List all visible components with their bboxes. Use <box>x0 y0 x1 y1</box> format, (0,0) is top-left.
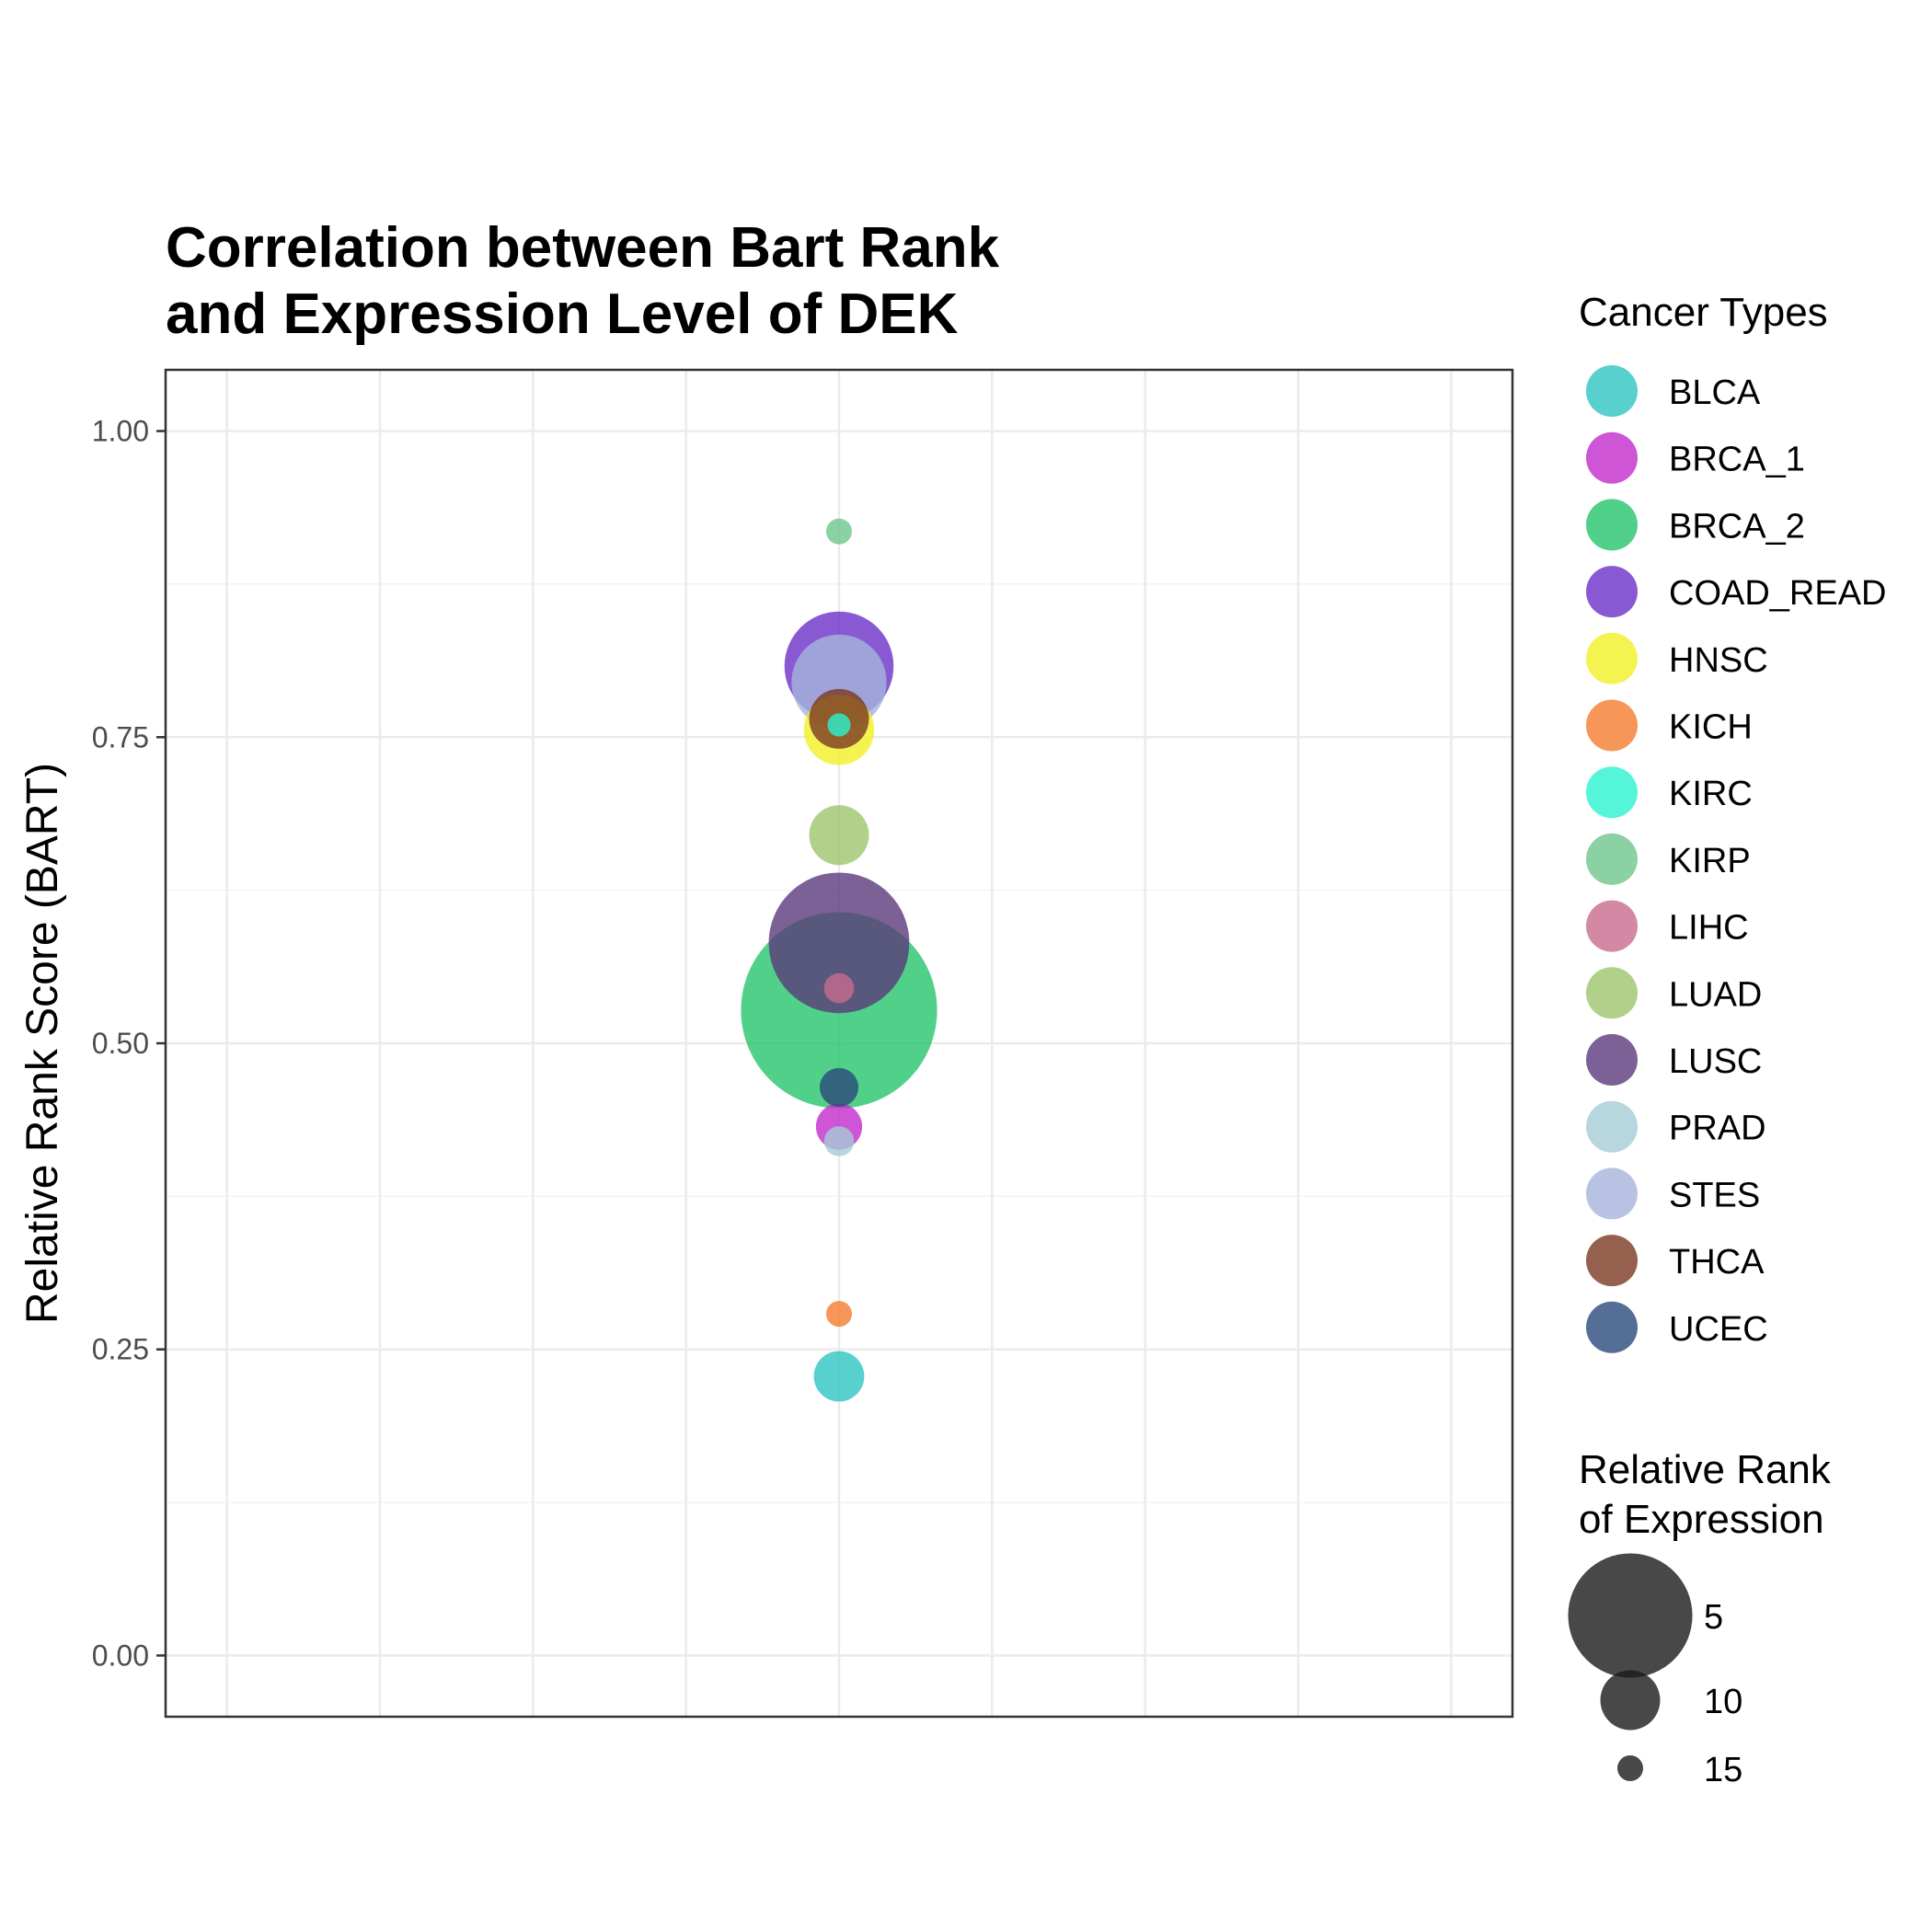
size-label-10: 10 <box>1704 1683 1742 1721</box>
size-key-5 <box>1568 1553 1693 1678</box>
legend-key-coad-read <box>1586 566 1638 618</box>
legend-size-title-line-2: of Expression <box>1579 1497 1824 1542</box>
legend-label-blca: BLCA <box>1669 374 1761 412</box>
legend-label-kich: KICH <box>1669 708 1753 747</box>
legend-key-brca-2 <box>1586 499 1638 551</box>
legend-key-lusc <box>1586 1034 1638 1086</box>
size-label-15: 15 <box>1704 1751 1742 1789</box>
y-axis-ticks: 0.00 0.25 0.50 0.75 1.00 <box>92 415 166 1672</box>
bubble-ucec <box>819 1067 859 1107</box>
legend-label-brca-1: BRCA_1 <box>1669 441 1805 479</box>
legend-label-lusc: LUSC <box>1669 1042 1762 1081</box>
y-tick-label: 0.00 <box>92 1639 149 1672</box>
legend-label-lihc: LIHC <box>1669 909 1749 948</box>
legend-label-hnsc: HNSC <box>1669 641 1768 680</box>
legend-key-luad <box>1586 967 1638 1019</box>
legend-key-thca <box>1586 1235 1638 1287</box>
bubble-lihc <box>823 972 855 1004</box>
legend-cancer-title: Cancer Types <box>1579 290 1828 335</box>
legend-key-kirp <box>1586 833 1638 885</box>
size-key-15 <box>1616 1754 1644 1782</box>
legend-label-thca: THCA <box>1669 1243 1765 1282</box>
size-label-5: 5 <box>1704 1598 1723 1637</box>
legend-expression-size: 5 10 15 <box>1568 1553 1742 1789</box>
legend-label-stes: STES <box>1669 1176 1760 1214</box>
legend-key-kirc <box>1586 766 1638 819</box>
major-gridlines <box>166 370 1512 1717</box>
size-key-10 <box>1600 1670 1661 1731</box>
bubble-luad <box>809 805 869 866</box>
bubble-kirp <box>825 518 853 545</box>
legend-key-stes <box>1586 1167 1638 1220</box>
bubble-kirc <box>827 713 851 737</box>
bubble-prad <box>823 1126 855 1156</box>
legend-key-ucec <box>1586 1301 1638 1353</box>
legend-key-prad <box>1586 1100 1638 1153</box>
legend-cancer-types: BLCA BRCA_1 BRCA_2 COAD_READ HNSC KICH KIRC KIR… <box>1586 365 1887 1353</box>
y-axis-label: Relative Rank Score (BART) <box>18 763 67 1324</box>
legend-size-title-line-1: Relative Rank <box>1579 1447 1832 1492</box>
y-tick-label: 0.75 <box>92 720 149 753</box>
bubble-kich <box>825 1301 853 1328</box>
legend-key-blca <box>1586 365 1638 417</box>
legend-label-prad: PRAD <box>1669 1110 1766 1148</box>
chart-title-line-2: and Expression Level of DEK <box>166 282 959 346</box>
legend-label-kirp: KIRP <box>1669 842 1751 880</box>
legend-label-coad-read: COAD_READ <box>1669 574 1887 613</box>
bubble-blca <box>813 1351 865 1402</box>
legend-key-kich <box>1586 699 1638 752</box>
legend-key-hnsc <box>1586 632 1638 684</box>
chart-title-line-1: Correlation between Bart Rank <box>166 216 1000 280</box>
legend-key-lihc <box>1586 900 1638 952</box>
y-tick-label: 1.00 <box>92 415 149 448</box>
bubble-lusc <box>768 872 910 1014</box>
legend-key-brca-1 <box>1586 431 1638 484</box>
legend-label-luad: LUAD <box>1669 975 1762 1014</box>
bubble-layer <box>741 518 937 1402</box>
legend-label-kirc: KIRC <box>1669 775 1753 813</box>
legend-label-brca-2: BRCA_2 <box>1669 507 1805 546</box>
legend-label-ucec: UCEC <box>1669 1310 1768 1349</box>
y-tick-label: 0.25 <box>92 1333 149 1366</box>
y-tick-label: 0.50 <box>92 1027 149 1060</box>
